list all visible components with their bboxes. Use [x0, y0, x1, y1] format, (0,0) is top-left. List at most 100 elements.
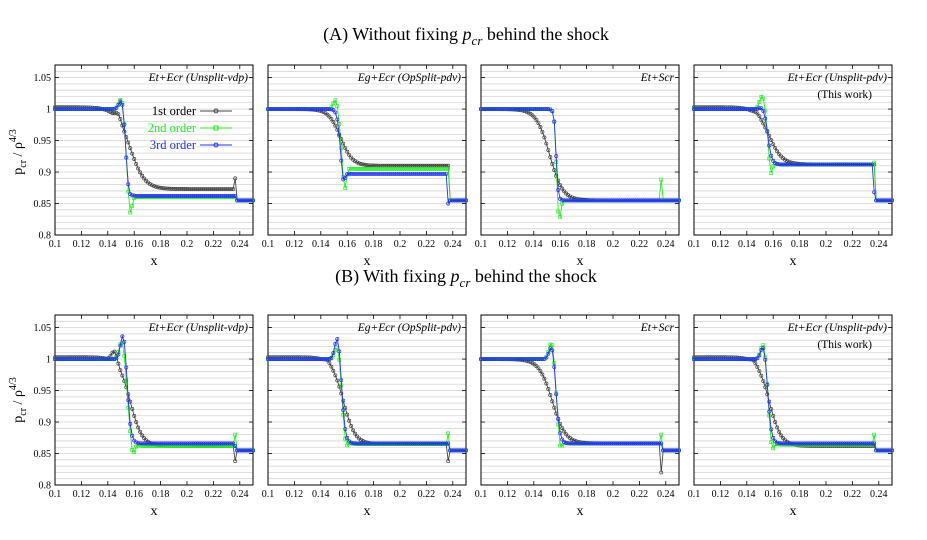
data-point — [416, 167, 421, 171]
y-axis-label-row-b: pcr / ρ4/3 — [8, 377, 29, 422]
data-point — [146, 441, 151, 446]
data-point — [755, 356, 760, 361]
data-point — [329, 355, 334, 360]
data-point — [416, 441, 421, 446]
data-point — [496, 357, 501, 362]
x-tick-label: 0.14 — [99, 489, 117, 500]
data-point — [223, 441, 228, 446]
x-tick-label: 0.16 — [125, 489, 143, 500]
data-point — [711, 357, 716, 362]
data-point — [162, 444, 166, 448]
data-point — [136, 166, 141, 171]
panel-title: Et+Ecr (Unsplit-vdp) — [148, 322, 249, 334]
data-point — [621, 198, 626, 203]
data-point — [118, 368, 123, 373]
data-point — [426, 167, 431, 171]
data-point — [171, 194, 176, 198]
x-tick-label: 0.14 — [738, 489, 756, 500]
data-point — [834, 441, 839, 446]
data-point — [414, 441, 419, 446]
data-point — [886, 448, 890, 453]
data-point — [106, 357, 111, 362]
data-point — [625, 441, 630, 446]
data-point — [351, 428, 356, 433]
data-point — [657, 441, 662, 446]
data-point — [402, 441, 407, 446]
data-point — [868, 441, 873, 446]
data-point — [542, 376, 547, 381]
data-point — [558, 443, 563, 448]
data-point — [239, 448, 244, 453]
data-point — [193, 194, 198, 198]
data-point — [355, 441, 360, 446]
data-point — [479, 357, 483, 362]
data-point — [396, 167, 401, 171]
data-point — [755, 111, 760, 116]
data-point — [769, 427, 774, 432]
data-point — [382, 167, 387, 171]
x-tick-label: 0.2 — [820, 489, 833, 500]
data-point — [289, 107, 294, 112]
data-point — [546, 351, 551, 356]
data-point — [183, 444, 188, 448]
data-point — [185, 187, 190, 191]
data-point — [167, 194, 172, 198]
data-point — [769, 440, 774, 444]
data-point — [872, 190, 877, 195]
data-point — [136, 443, 141, 448]
data-point — [753, 357, 758, 362]
data-point — [398, 167, 403, 171]
data-point — [705, 107, 710, 112]
x-axis-label: x — [790, 504, 797, 519]
data-point — [564, 440, 569, 445]
data-point — [371, 167, 375, 171]
data-point — [380, 441, 385, 446]
x-tick-label: 0.1 — [688, 239, 701, 250]
data-point — [761, 346, 766, 351]
data-point — [211, 444, 216, 448]
data-point — [546, 107, 551, 112]
data-point — [104, 107, 109, 112]
panel-a3: 0.1 0.12 0.14 0.16 0.18 0.2 0.22 0.24 x Et+Scr — [475, 64, 681, 269]
data-point — [392, 167, 397, 171]
data-point — [343, 405, 348, 410]
data-point — [830, 441, 835, 446]
data-point — [878, 198, 883, 203]
x-axis-label: x — [364, 254, 371, 269]
data-point — [243, 198, 248, 203]
data-point — [138, 170, 143, 175]
data-point — [462, 198, 466, 203]
data-point — [743, 357, 748, 362]
data-point — [570, 441, 575, 446]
data-point — [156, 441, 160, 446]
data-point — [544, 141, 549, 146]
data-point — [735, 357, 740, 362]
x-tick-label: 0.24 — [231, 239, 249, 250]
data-point — [793, 441, 797, 446]
data-point — [394, 171, 399, 176]
data-point — [775, 425, 780, 430]
data-point — [165, 186, 170, 191]
series-1st-order-line — [481, 108, 679, 201]
data-point — [245, 448, 250, 453]
data-point — [753, 361, 758, 366]
panel-b2: 0.1 0.12 0.14 0.16 0.18 0.2 0.22 0.24 x Eg+Ecr (O… — [262, 314, 468, 519]
data-point — [739, 107, 744, 112]
data-point — [566, 198, 571, 203]
data-point — [343, 186, 348, 191]
data-point — [663, 198, 668, 203]
data-point — [58, 107, 63, 112]
data-point — [667, 448, 672, 453]
data-point — [538, 369, 543, 373]
data-point — [148, 444, 152, 448]
data-point — [452, 448, 457, 453]
data-point — [771, 158, 776, 163]
data-point — [275, 107, 280, 112]
data-point — [870, 162, 875, 167]
data-point — [201, 194, 206, 198]
data-point — [142, 176, 147, 181]
data-point — [68, 357, 73, 362]
data-point — [623, 198, 628, 203]
data-point — [414, 171, 419, 176]
data-point — [134, 440, 139, 445]
